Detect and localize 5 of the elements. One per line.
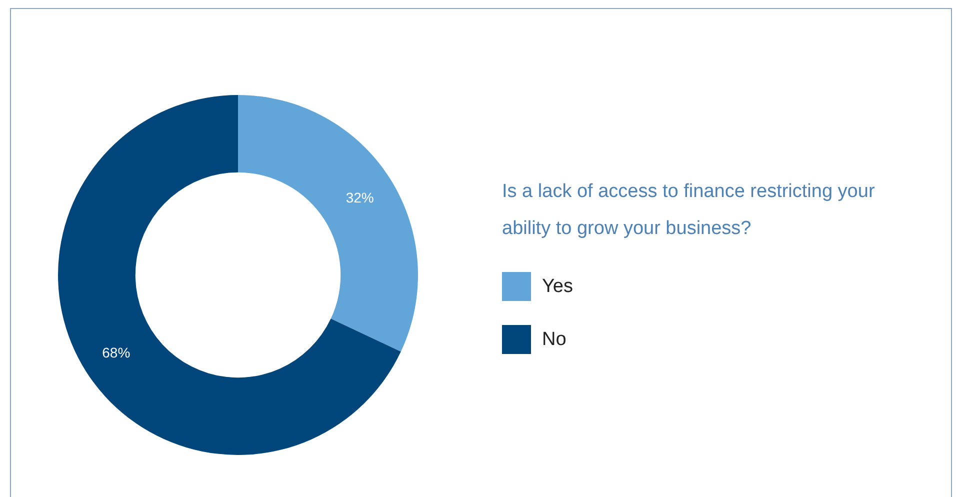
legend-label: Yes	[542, 276, 573, 297]
legend-label: No	[542, 329, 566, 350]
text: Is a lack of access to finance restricting your ability to grow your business?	[502, 181, 880, 239]
data-label: 32%	[346, 190, 374, 206]
data-label: 68%	[102, 344, 130, 360]
